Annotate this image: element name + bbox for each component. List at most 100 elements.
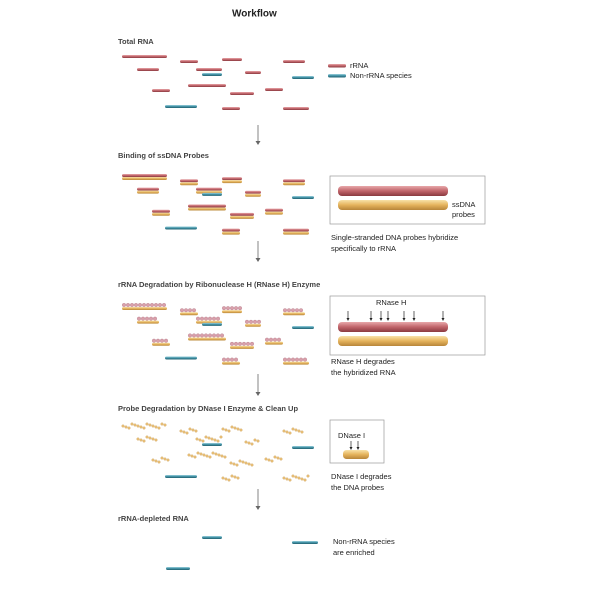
rrna-strand [122, 174, 167, 177]
non-rrna-strand [202, 536, 222, 539]
dna-fragment [227, 429, 231, 433]
rrna-strand [222, 361, 240, 365]
dna-fragment [285, 477, 289, 481]
rna-fragment [196, 316, 200, 321]
rna-fragment [299, 308, 303, 313]
cut-arrowhead [356, 447, 360, 450]
dna-fragment [288, 478, 292, 482]
title: Workflow [232, 9, 277, 20]
dna-fragment [139, 438, 143, 442]
dna-fragment [151, 458, 155, 462]
cut-arrowhead [412, 318, 416, 321]
rna-fragment [242, 341, 246, 346]
dna-fragment [238, 459, 242, 463]
rrna-strand [222, 231, 240, 235]
dna-fragment [188, 427, 192, 431]
rrna-strand [283, 361, 309, 365]
rna-fragment [152, 338, 156, 343]
dna-fragment [223, 455, 227, 459]
rrna-strand [230, 215, 254, 219]
rna-fragment [154, 303, 158, 307]
rna-fragment [265, 337, 269, 342]
dna-fragment [163, 457, 167, 461]
step-label: Total RNA [118, 37, 154, 46]
rrna-strand [152, 342, 170, 346]
dna-fragment [207, 436, 211, 440]
rrna-strand [137, 187, 159, 191]
dna-fragment [294, 475, 298, 479]
cut-arrowhead [349, 447, 353, 450]
rrna-strand [222, 107, 240, 110]
step-label: rRNA Degradation by Ribonuclease H (RNas… [118, 280, 320, 289]
dna-fragment [297, 476, 301, 480]
rna-fragment [212, 333, 216, 338]
dna-fragment [196, 451, 200, 455]
dna-fragment [236, 476, 240, 480]
dna-fragment [273, 455, 277, 459]
rna-fragment [212, 316, 216, 321]
rna-fragment [122, 303, 126, 307]
dna-fragment [154, 459, 158, 463]
rrna-strand [122, 307, 167, 310]
step-label: Probe Degradation by DNase I Enzyme & Cl… [118, 404, 298, 413]
dna-fragment [163, 423, 167, 427]
dna-fragment [190, 454, 194, 458]
rna-fragment [180, 308, 184, 313]
dna-fragment [213, 438, 217, 442]
flow-arrowhead [255, 141, 261, 145]
dna-fragment [179, 429, 183, 433]
dna-fragment [250, 463, 254, 467]
dna-fragment [221, 476, 225, 480]
non-rrna-strand [292, 446, 314, 449]
dna-fragment [219, 435, 223, 439]
dna-fragment [214, 452, 218, 456]
dna-fragment [253, 438, 257, 442]
dna-tube [338, 336, 448, 346]
rna-fragment [291, 357, 295, 362]
non-rrna-strand [202, 322, 222, 326]
dna-fragment [224, 477, 228, 481]
non-rrna-strand [202, 192, 222, 196]
dna-fragment [142, 439, 146, 443]
dna-fragment [244, 440, 248, 444]
dna-fragment [166, 458, 170, 462]
rna-fragment [303, 357, 307, 362]
rrna-strand [283, 231, 309, 235]
rrna-strand [283, 60, 305, 63]
caption: specifically to rRNA [331, 244, 396, 253]
non-rrna-strand [292, 76, 314, 79]
rrna-strand [137, 320, 159, 324]
rna-fragment [234, 357, 238, 362]
rna-fragment [164, 338, 168, 343]
rrna-strand [230, 345, 254, 349]
rna-fragment [188, 308, 192, 313]
dna-fragment [294, 428, 298, 432]
dna-fragment [208, 455, 212, 459]
dna-fragment [224, 428, 228, 432]
dna-tube [343, 450, 369, 459]
rrna-strand [222, 177, 242, 181]
rna-fragment [200, 333, 204, 338]
rrna-strand [245, 190, 261, 194]
legend-label: Non-rRNA species [350, 71, 412, 80]
rna-fragment [142, 303, 146, 307]
rna-fragment [222, 306, 226, 311]
dna-fragment [198, 438, 202, 442]
box-label: DNase I [338, 431, 365, 440]
rrna-strand [245, 323, 261, 327]
rna-fragment [230, 306, 234, 311]
rna-fragment [192, 333, 196, 338]
rna-fragment [226, 357, 230, 362]
dna-fragment [300, 477, 304, 481]
dna-fragment [201, 439, 205, 443]
cut-arrowhead [379, 318, 383, 321]
rna-fragment [226, 306, 230, 311]
rrna-strand [180, 182, 198, 186]
dna-fragment [154, 425, 158, 429]
rrna-strand [230, 92, 254, 95]
dna-fragment [300, 430, 304, 434]
dna-fragment [145, 435, 149, 439]
dna-fragment [306, 474, 310, 478]
non-rrna-strand [166, 567, 190, 570]
